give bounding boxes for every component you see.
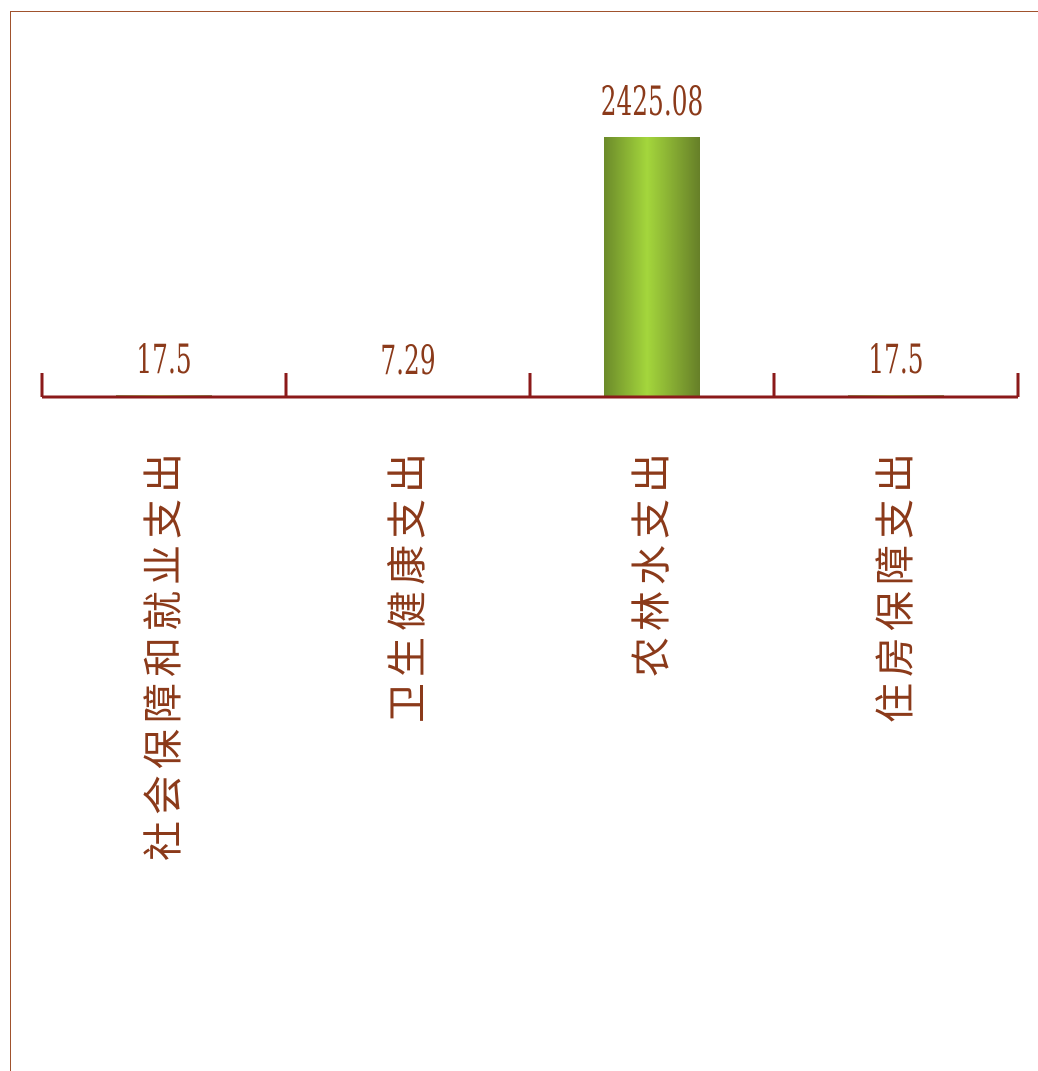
category-label-3: 农林水支出 xyxy=(629,447,675,677)
bars-layer xyxy=(116,137,944,397)
value-label-4: 17.5 xyxy=(868,336,923,383)
category-label-2: 卫生健康支出 xyxy=(385,447,431,723)
bar-3 xyxy=(604,137,700,397)
value-label-1: 17.5 xyxy=(136,336,191,383)
value-label-2: 7.29 xyxy=(380,337,435,384)
chart-frame xyxy=(10,11,1038,1071)
value-label-3: 2425.08 xyxy=(601,78,704,125)
labels-layer: 17.5 社会保障和就业支出 7.29 卫生健康支出 2425.08 农林水支出 17.5 住… xyxy=(136,78,923,861)
x-axis xyxy=(40,373,1020,399)
category-label-4: 住房保障支出 xyxy=(873,447,919,723)
category-label-1: 社会保障和就业支出 xyxy=(141,447,187,861)
